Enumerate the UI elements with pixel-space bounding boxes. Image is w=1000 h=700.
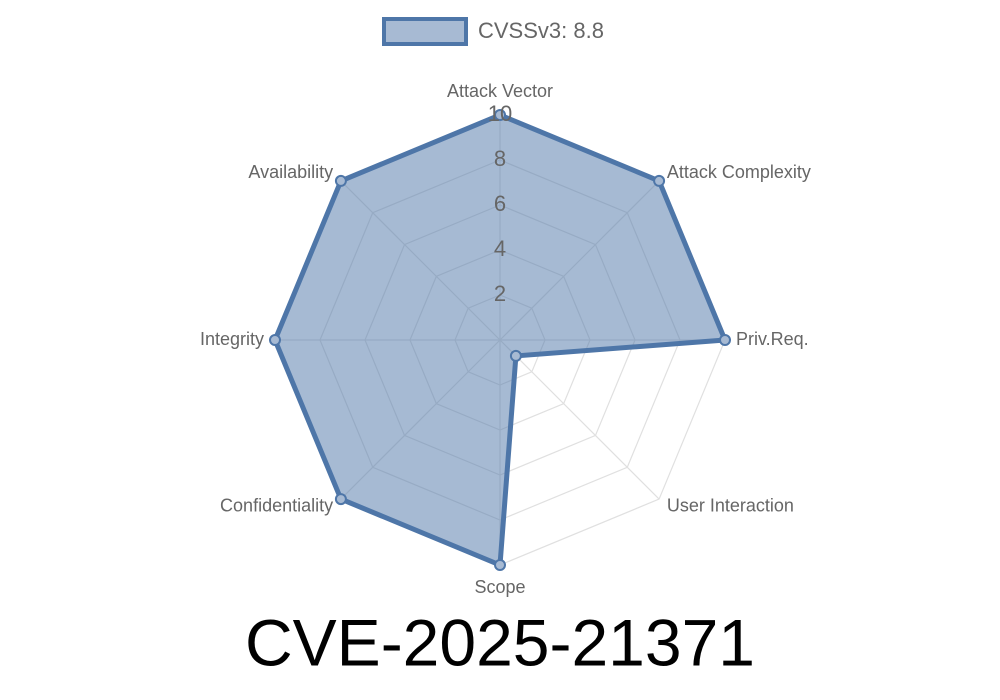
category-label: Integrity xyxy=(200,329,264,349)
point xyxy=(509,349,522,362)
legend-swatch xyxy=(382,17,468,46)
point xyxy=(334,174,347,187)
point xyxy=(719,334,731,346)
category-label: Attack Complexity xyxy=(667,162,811,182)
chart-title: CVE-2025-21371 xyxy=(245,605,755,679)
category-label: User Interaction xyxy=(667,496,794,516)
point xyxy=(494,109,506,121)
spoke xyxy=(499,339,660,500)
tick-label: 10 xyxy=(488,101,512,126)
category-label: Confidentiality xyxy=(220,496,333,516)
tick-label: 8 xyxy=(494,146,506,171)
category-label: Scope xyxy=(474,577,525,597)
point xyxy=(653,174,666,187)
point xyxy=(269,334,281,346)
category-label: Attack Vector xyxy=(447,81,553,101)
point xyxy=(334,493,347,506)
category-label: Priv.Req. xyxy=(736,329,809,349)
tick-label: 4 xyxy=(494,236,506,261)
tick-label: 2 xyxy=(494,281,506,306)
category-label: Availability xyxy=(248,162,333,182)
legend-label: CVSSv3: 8.8 xyxy=(478,18,604,43)
point xyxy=(494,559,506,571)
tick-label: 6 xyxy=(494,191,506,216)
